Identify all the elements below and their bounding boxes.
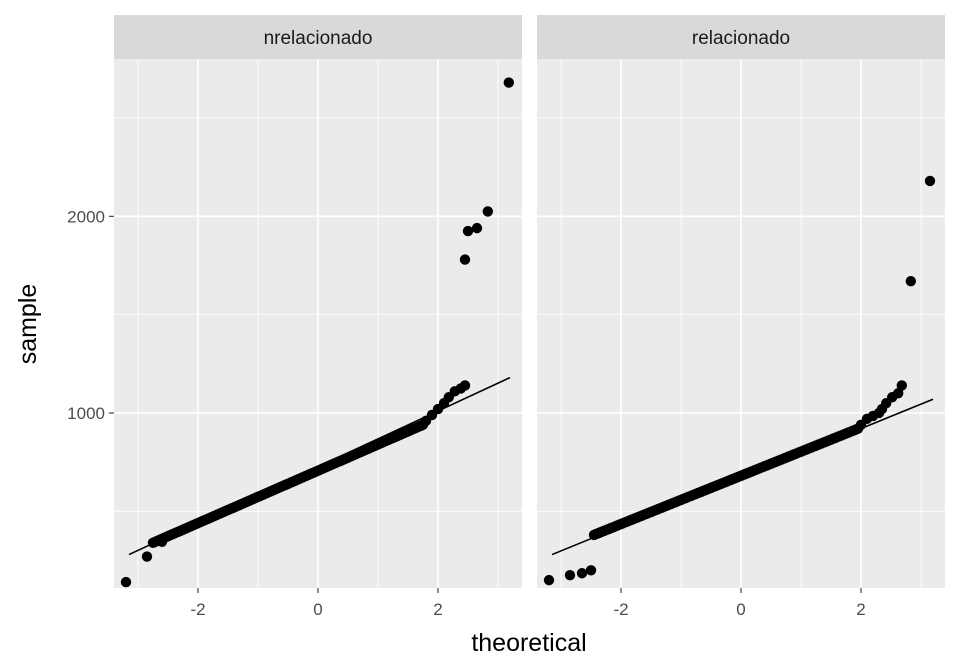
qq-point	[564, 570, 576, 581]
facet-strip	[114, 15, 522, 59]
qq-point	[141, 551, 153, 562]
qq-point	[120, 576, 132, 588]
facet-strip	[537, 15, 945, 59]
facet-strip-label: nrelacionado	[264, 28, 373, 49]
y-tick-label: 1000	[67, 404, 105, 423]
qq-point	[576, 568, 588, 579]
qq-point	[543, 574, 555, 586]
qq-point	[462, 225, 474, 237]
qq-point	[896, 380, 907, 391]
qq-point	[893, 388, 904, 399]
x-tick-label: 0	[313, 600, 322, 619]
facet-panel-nrelacionado: nrelacionado -2 0 2 1000 2000	[67, 15, 522, 619]
x-tick-label: 2	[856, 600, 865, 619]
qq-point	[905, 276, 916, 287]
qq-point	[585, 565, 597, 576]
x-tick-label: -2	[613, 600, 628, 619]
qq-point	[482, 206, 493, 217]
qq-point	[924, 175, 936, 187]
y-axis-title: sample	[14, 284, 42, 365]
qq-point	[459, 254, 471, 265]
facet-panel-relacionado: relacionado -2 0 2	[537, 15, 945, 619]
y-tick-label: 2000	[67, 207, 105, 226]
x-axis-title: theoretical	[471, 629, 586, 657]
facet-strip-label: relacionado	[692, 28, 790, 49]
qq-point	[503, 77, 514, 88]
qq-point	[471, 222, 483, 234]
x-tick-label: -2	[190, 600, 205, 619]
x-tick-label: 0	[736, 600, 745, 619]
qq-point	[156, 536, 168, 547]
x-tick-label: 2	[433, 600, 442, 619]
qq-point	[459, 380, 471, 391]
